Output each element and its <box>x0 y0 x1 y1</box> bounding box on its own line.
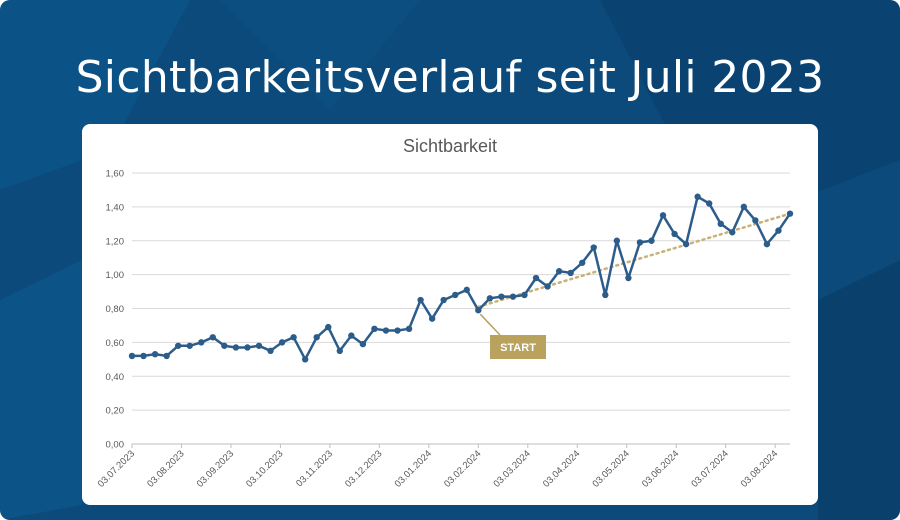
data-point <box>648 237 655 244</box>
data-point <box>521 291 528 299</box>
data-point <box>498 293 505 300</box>
data-point <box>613 237 621 244</box>
data-point <box>729 229 736 236</box>
data-point <box>705 200 713 207</box>
data-point <box>382 327 390 334</box>
x-tick-label: 03.06.2024 <box>640 448 681 489</box>
data-point <box>267 347 274 355</box>
y-tick-label: 0,60 <box>106 338 125 349</box>
data-point <box>336 347 343 355</box>
x-tick-label: 03.12.2023 <box>343 448 384 489</box>
y-tick-label: 1,40 <box>106 202 125 213</box>
data-point <box>405 325 413 333</box>
x-tick-label: 03.02.2024 <box>442 448 483 489</box>
data-point <box>128 352 136 360</box>
data-point <box>475 306 482 314</box>
data-point <box>659 212 667 219</box>
data-point <box>786 210 794 217</box>
data-point <box>371 325 378 333</box>
x-tick-label: 03.08.2023 <box>145 448 186 489</box>
data-point <box>417 296 424 304</box>
data-point <box>140 352 147 360</box>
data-point <box>509 293 517 300</box>
x-tick-label: 03.08.2024 <box>739 448 780 489</box>
y-tick-label: 0,20 <box>106 406 125 417</box>
x-tick-label: 03.11.2023 <box>294 448 335 489</box>
data-point <box>740 203 748 211</box>
annotation-leader <box>479 313 501 336</box>
data-point <box>325 323 332 331</box>
x-tick-label: 03.09.2023 <box>195 448 236 489</box>
headline: Sichtbarkeitsverlauf seit Juli 2023 <box>75 52 825 103</box>
x-tick-label: 03.07.2024 <box>689 448 730 489</box>
data-point <box>555 268 563 275</box>
data-point <box>440 296 447 304</box>
data-point <box>290 334 297 341</box>
y-tick-label: 1,00 <box>106 270 125 281</box>
data-point <box>579 259 586 266</box>
data-point <box>244 344 251 351</box>
x-tick-label: 03.03.2024 <box>492 448 533 489</box>
x-tick-label: 03.04.2024 <box>541 448 582 489</box>
data-point <box>590 244 597 251</box>
data-point <box>544 283 551 290</box>
y-tick-label: 1,20 <box>106 236 125 247</box>
data-point <box>602 291 609 299</box>
data-point <box>636 239 644 246</box>
x-tick-label: 03.10.2023 <box>244 448 285 489</box>
data-point <box>752 217 759 224</box>
y-tick-label: 1,60 <box>106 169 125 180</box>
data-point <box>174 342 182 349</box>
data-point <box>717 220 724 228</box>
data-point <box>775 227 782 234</box>
data-point <box>232 344 240 351</box>
chart-card: Sichtbarkeit 0,00 0,20 0,40 0,60 0,80 1,00 1,20… <box>82 124 818 505</box>
data-point <box>682 240 690 248</box>
data-point <box>209 334 217 341</box>
annotation-label: START <box>500 342 536 354</box>
data-point <box>625 274 632 282</box>
data-point <box>394 327 401 334</box>
data-point <box>463 286 470 294</box>
data-point <box>452 291 459 299</box>
data-point <box>694 193 701 200</box>
data-point <box>671 230 678 238</box>
data-point <box>221 342 228 349</box>
data-point <box>313 334 320 341</box>
series-line <box>132 195 792 361</box>
data-point <box>163 352 170 360</box>
data-point <box>359 340 367 348</box>
data-point <box>186 342 193 349</box>
x-tick-label: 03.07.2023 <box>96 448 137 489</box>
data-point <box>763 240 771 248</box>
y-tick-label: 0,80 <box>106 304 125 315</box>
data-point <box>255 342 263 349</box>
data-point <box>532 274 540 282</box>
annotation-box <box>490 335 546 359</box>
data-point <box>301 356 309 363</box>
data-point <box>567 269 574 277</box>
data-point <box>348 332 355 339</box>
data-point <box>151 351 159 358</box>
x-tick-label: 03.01.2024 <box>393 448 434 489</box>
data-point <box>198 339 205 346</box>
x-tick-label: 03.05.2024 <box>590 448 631 489</box>
chart-title: Sichtbarkeit <box>403 136 497 156</box>
y-tick-label: 0,00 <box>106 440 125 451</box>
visibility-line-chart: Sichtbarkeit 0,00 0,20 0,40 0,60 0,80 1,00 1,20… <box>96 136 794 490</box>
y-tick-label: 0,40 <box>106 372 125 383</box>
data-point <box>278 339 286 346</box>
data-point <box>486 295 494 302</box>
data-point <box>428 315 436 322</box>
